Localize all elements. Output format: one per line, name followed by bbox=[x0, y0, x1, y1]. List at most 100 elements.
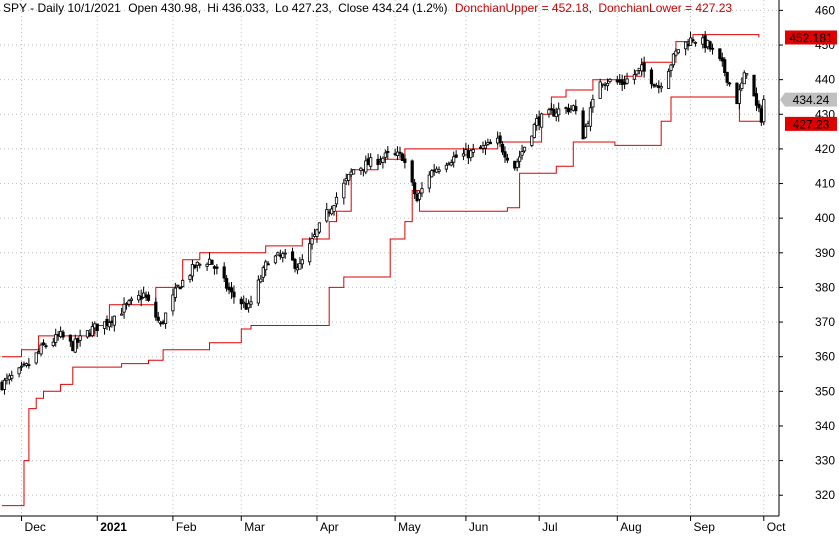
candle-body bbox=[351, 169, 356, 175]
candle-body bbox=[420, 188, 424, 194]
candle-body bbox=[242, 301, 246, 304]
candle-body bbox=[24, 363, 29, 366]
gridlines bbox=[0, 0, 779, 516]
candle-body bbox=[547, 109, 551, 115]
candle-body bbox=[5, 377, 9, 381]
candle-body bbox=[601, 83, 605, 86]
y-tick-label: 390 bbox=[815, 246, 835, 260]
candle-body bbox=[300, 259, 304, 265]
candle-body bbox=[222, 266, 226, 279]
candle-body bbox=[666, 70, 671, 89]
candle-body bbox=[654, 85, 658, 88]
header-close: Close 434.24 (1.2%) bbox=[338, 1, 447, 15]
candle-body bbox=[334, 196, 339, 205]
close-price-tag bbox=[780, 92, 837, 107]
y-tick-label: 350 bbox=[815, 384, 835, 398]
y-tick-label: 410 bbox=[815, 177, 835, 191]
candle-body bbox=[684, 41, 688, 50]
header-open: Open 430.98 bbox=[128, 1, 198, 15]
candle-body bbox=[95, 323, 99, 332]
x-tick-label: Jul bbox=[542, 520, 557, 534]
candle-body bbox=[161, 321, 165, 324]
candle-body bbox=[710, 47, 715, 50]
candle-body bbox=[232, 291, 236, 298]
y-axis-ticks: 3203303403503603703803904004104204304404… bbox=[779, 3, 835, 502]
x-tick-label: Jun bbox=[469, 520, 488, 534]
candle-body bbox=[249, 301, 253, 305]
candle-body bbox=[273, 255, 278, 264]
candle-body bbox=[503, 151, 507, 158]
candle-body bbox=[757, 103, 761, 109]
candle-body bbox=[735, 82, 739, 105]
candle-body bbox=[51, 341, 55, 347]
candle-body bbox=[283, 252, 287, 255]
candle-body bbox=[635, 70, 639, 75]
candle-body bbox=[686, 43, 690, 47]
y-tick-label: 420 bbox=[815, 142, 835, 156]
candle-body bbox=[110, 320, 114, 324]
candle-body bbox=[295, 267, 300, 271]
candle-body bbox=[393, 153, 397, 156]
candle-body bbox=[754, 93, 759, 106]
candle-body bbox=[583, 126, 588, 138]
candle-body bbox=[762, 99, 766, 123]
candle-body bbox=[137, 294, 141, 301]
candle-body bbox=[464, 149, 468, 156]
candle-body bbox=[105, 318, 109, 326]
candle-body bbox=[605, 83, 610, 87]
candle-body bbox=[413, 182, 417, 195]
candle-body bbox=[701, 37, 705, 45]
candle-body bbox=[598, 81, 602, 99]
candle-body bbox=[129, 298, 134, 301]
candle-body bbox=[142, 292, 146, 298]
candle-body bbox=[637, 67, 641, 71]
candle-body bbox=[347, 173, 351, 181]
candle-body bbox=[154, 301, 158, 318]
candle-body bbox=[449, 162, 453, 166]
x-tick-label: Feb bbox=[176, 520, 197, 534]
candle-body bbox=[586, 123, 590, 127]
candle-body bbox=[706, 40, 710, 48]
candle-body bbox=[615, 79, 619, 83]
candle-body bbox=[93, 323, 97, 329]
candle-body bbox=[344, 178, 348, 182]
donchian-lower-line bbox=[2, 96, 765, 507]
candle-body bbox=[27, 364, 31, 367]
candle-body bbox=[557, 108, 561, 116]
candle-body bbox=[259, 278, 263, 283]
candle-body bbox=[718, 48, 722, 60]
candle-body bbox=[205, 263, 209, 267]
candle-body bbox=[532, 124, 536, 138]
candle-body bbox=[400, 153, 405, 161]
y-tick-label: 440 bbox=[815, 73, 835, 87]
candle-body bbox=[383, 152, 387, 158]
upper-value-label: 452.181 bbox=[789, 31, 833, 45]
candle-body bbox=[566, 108, 571, 113]
candle-body bbox=[176, 284, 180, 287]
candle-body bbox=[759, 108, 763, 123]
candle-body bbox=[178, 286, 182, 290]
candle-body bbox=[88, 332, 92, 336]
candle-body bbox=[745, 73, 749, 76]
candle-body bbox=[703, 35, 707, 49]
candle-body bbox=[691, 39, 695, 42]
donchian-channel bbox=[2, 34, 765, 507]
candle-body bbox=[78, 335, 82, 341]
candle-body bbox=[276, 252, 280, 256]
candle-body bbox=[723, 59, 727, 73]
candle-body bbox=[308, 243, 312, 263]
x-axis-ticks: Dec 2021 Feb Mar Apr May Jun Jul Aug Sep Oct bbox=[21, 516, 786, 534]
candle-body bbox=[229, 287, 234, 293]
candle-body bbox=[366, 158, 370, 166]
candle-body bbox=[112, 315, 116, 326]
candle-body bbox=[417, 192, 422, 200]
header-high: Hi 436.033 bbox=[207, 1, 265, 15]
candle-body bbox=[317, 222, 322, 233]
candle-body bbox=[198, 263, 202, 266]
candle-body bbox=[56, 334, 60, 337]
candle-body bbox=[120, 313, 124, 316]
candle-body bbox=[173, 287, 177, 298]
candle-body bbox=[39, 344, 43, 355]
candle-body bbox=[210, 259, 214, 265]
